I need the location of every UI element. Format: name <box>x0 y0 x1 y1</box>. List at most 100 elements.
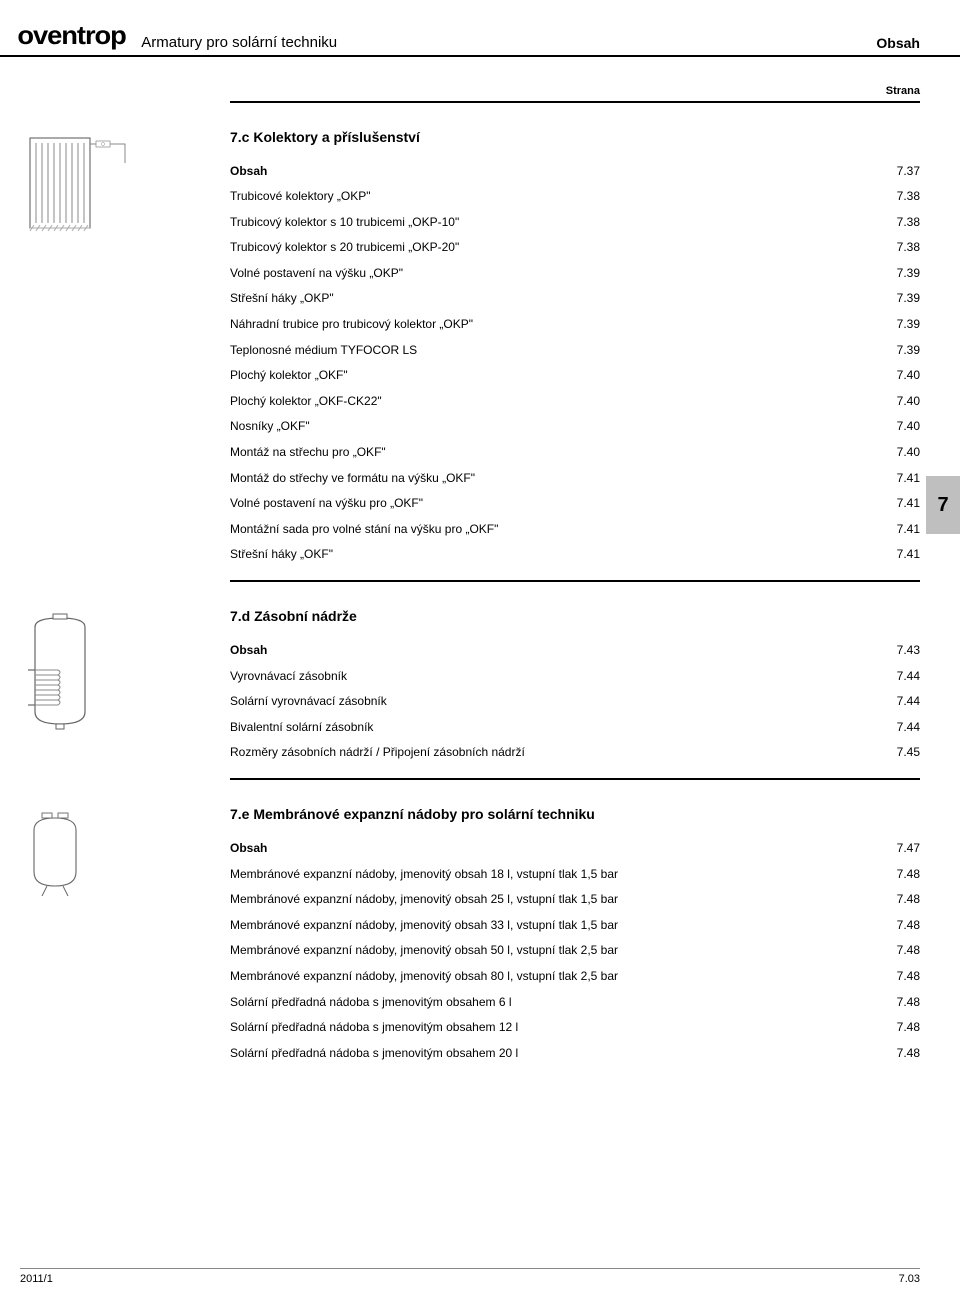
toc-row-label: Membránové expanzní nádoby, jmenovitý ob… <box>230 918 880 934</box>
section-7d-rows: Obsah7.43Vyrovnávací zásobník7.44Solární… <box>230 638 920 766</box>
section-7d-title: 7.d Zásobní nádrže <box>230 608 920 624</box>
toc-row-label: Solární předřadná nádoba s jmenovitým ob… <box>230 1020 880 1036</box>
toc-row-label: Bivalentní solární zásobník <box>230 720 880 736</box>
tank-icon <box>20 612 100 732</box>
toc-row: Trubicový kolektor s 20 trubicemi „OKP-2… <box>230 235 920 261</box>
section-divider <box>230 778 920 780</box>
toc-row: Membránové expanzní nádoby, jmenovitý ob… <box>230 938 920 964</box>
page-header: oventrop Armatury pro solární techniku O… <box>0 0 960 57</box>
toc-row-page: 7.41 <box>880 496 920 512</box>
toc-row-page: 7.40 <box>880 368 920 384</box>
content-area: 7.c Kolektory a příslušenství Obsah7.37T… <box>0 129 960 1067</box>
toc-row-page: 7.41 <box>880 471 920 487</box>
footer-right: 7.03 <box>899 1273 920 1285</box>
toc-row-label: Membránové expanzní nádoby, jmenovitý ob… <box>230 943 880 959</box>
toc-row: Montáž na střechu pro „OKF"7.40 <box>230 440 920 466</box>
section-7c-toc: 7.c Kolektory a příslušenství Obsah7.37T… <box>230 129 920 569</box>
toc-row-label: Solární předřadná nádoba s jmenovitým ob… <box>230 1046 880 1062</box>
toc-row-label: Obsah <box>230 841 880 857</box>
toc-row-page: 7.38 <box>880 215 920 231</box>
toc-row-label: Membránové expanzní nádoby, jmenovitý ob… <box>230 969 880 985</box>
strana-underline <box>230 101 920 103</box>
section-divider <box>230 580 920 582</box>
toc-row-label: Montáž na střechu pro „OKF" <box>230 445 880 461</box>
toc-row-page: 7.44 <box>880 694 920 710</box>
toc-row-page: 7.48 <box>880 943 920 959</box>
section-7c-rows: Obsah7.37Trubicové kolektory „OKP"7.38Tr… <box>230 159 920 569</box>
toc-row: Teplonosné médium TYFOCOR LS7.39 <box>230 338 920 364</box>
toc-row-label: Trubicový kolektor s 20 trubicemi „OKP-2… <box>230 240 880 256</box>
strana-label: Strana <box>0 57 960 101</box>
toc-row-label: Obsah <box>230 164 880 180</box>
brand-logo: oventrop <box>17 20 125 51</box>
toc-row-page: 7.39 <box>880 291 920 307</box>
toc-row-label: Vyrovnávací zásobník <box>230 669 880 685</box>
toc-row: Vyrovnávací zásobník7.44 <box>230 664 920 690</box>
toc-row: Solární předřadná nádoba s jmenovitým ob… <box>230 1015 920 1041</box>
toc-row: Membránové expanzní nádoby, jmenovitý ob… <box>230 862 920 888</box>
section-7e-thumb <box>20 806 230 1066</box>
toc-row-page: 7.48 <box>880 1020 920 1036</box>
toc-row-label: Solární vyrovnávací zásobník <box>230 694 880 710</box>
toc-row-page: 7.38 <box>880 189 920 205</box>
footer-left: 2011/1 <box>20 1273 53 1285</box>
toc-row-page: 7.40 <box>880 445 920 461</box>
toc-row-page: 7.41 <box>880 522 920 538</box>
toc-row-label: Membránové expanzní nádoby, jmenovitý ob… <box>230 867 880 883</box>
toc-row-page: 7.48 <box>880 969 920 985</box>
expansion-vessel-icon <box>20 810 90 900</box>
toc-row-label: Teplonosné médium TYFOCOR LS <box>230 343 880 359</box>
toc-row-page: 7.40 <box>880 394 920 410</box>
section-7e-toc: 7.e Membránové expanzní nádoby pro solár… <box>230 806 920 1066</box>
toc-row-label: Trubicový kolektor s 10 trubicemi „OKP-1… <box>230 215 880 231</box>
toc-row: Plochý kolektor „OKF"7.40 <box>230 363 920 389</box>
toc-row-label: Náhradní trubice pro trubicový kolektor … <box>230 317 880 333</box>
toc-row-label: Montážní sada pro volné stání na výšku p… <box>230 522 880 538</box>
toc-row: Rozměry zásobních nádrží / Připojení zás… <box>230 740 920 766</box>
toc-row: Obsah7.43 <box>230 638 920 664</box>
toc-row-page: 7.39 <box>880 343 920 359</box>
toc-row-page: 7.44 <box>880 720 920 736</box>
toc-row-label: Membránové expanzní nádoby, jmenovitý ob… <box>230 892 880 908</box>
toc-row: Membránové expanzní nádoby, jmenovitý ob… <box>230 913 920 939</box>
toc-row: Střešní háky „OKF"7.41 <box>230 542 920 568</box>
toc-row-page: 7.44 <box>880 669 920 685</box>
toc-row-label: Střešní háky „OKF" <box>230 547 880 563</box>
toc-row-label: Trubicové kolektory „OKP" <box>230 189 880 205</box>
toc-row-label: Rozměry zásobních nádrží / Připojení zás… <box>230 745 880 761</box>
section-7e-rows: Obsah7.47Membránové expanzní nádoby, jme… <box>230 836 920 1066</box>
toc-row: Obsah7.47 <box>230 836 920 862</box>
toc-row: Střešní háky „OKP"7.39 <box>230 286 920 312</box>
toc-row: Nosníky „OKF"7.40 <box>230 414 920 440</box>
toc-row-page: 7.48 <box>880 892 920 908</box>
section-7d-thumb <box>20 608 230 766</box>
section-7d-toc: 7.d Zásobní nádrže Obsah7.43Vyrovnávací … <box>230 608 920 766</box>
toc-row: Membránové expanzní nádoby, jmenovitý ob… <box>230 887 920 913</box>
toc-row-page: 7.48 <box>880 918 920 934</box>
section-7c-title: 7.c Kolektory a příslušenství <box>230 129 920 145</box>
toc-row: Plochý kolektor „OKF-CK22"7.40 <box>230 389 920 415</box>
toc-row-label: Solární předřadná nádoba s jmenovitým ob… <box>230 995 880 1011</box>
toc-row-label: Volné postavení na výšku pro „OKF" <box>230 496 880 512</box>
toc-row-page: 7.37 <box>880 164 920 180</box>
page-footer: 2011/1 7.03 <box>20 1268 920 1285</box>
toc-row: Trubicové kolektory „OKP"7.38 <box>230 184 920 210</box>
toc-row: Volné postavení na výšku pro „OKF"7.41 <box>230 491 920 517</box>
section-7e-title: 7.e Membránové expanzní nádoby pro solár… <box>230 806 920 822</box>
section-7e: 7.e Membránové expanzní nádoby pro solár… <box>20 806 920 1066</box>
toc-row-page: 7.39 <box>880 317 920 333</box>
toc-row-label: Volné postavení na výšku „OKP" <box>230 266 880 282</box>
toc-row-label: Plochý kolektor „OKF-CK22" <box>230 394 880 410</box>
section-7c-thumb <box>20 129 230 569</box>
toc-row: Náhradní trubice pro trubicový kolektor … <box>230 312 920 338</box>
toc-row: Montáž do střechy ve formátu na výšku „O… <box>230 466 920 492</box>
toc-row: Volné postavení na výšku „OKP"7.39 <box>230 261 920 287</box>
toc-row: Solární předřadná nádoba s jmenovitým ob… <box>230 1041 920 1067</box>
toc-row-page: 7.47 <box>880 841 920 857</box>
section-7d: 7.d Zásobní nádrže Obsah7.43Vyrovnávací … <box>20 608 920 766</box>
section-7c: 7.c Kolektory a příslušenství Obsah7.37T… <box>20 129 920 569</box>
toc-row-page: 7.40 <box>880 419 920 435</box>
toc-row: Solární předřadná nádoba s jmenovitým ob… <box>230 990 920 1016</box>
toc-row-page: 7.38 <box>880 240 920 256</box>
toc-row-page: 7.39 <box>880 266 920 282</box>
